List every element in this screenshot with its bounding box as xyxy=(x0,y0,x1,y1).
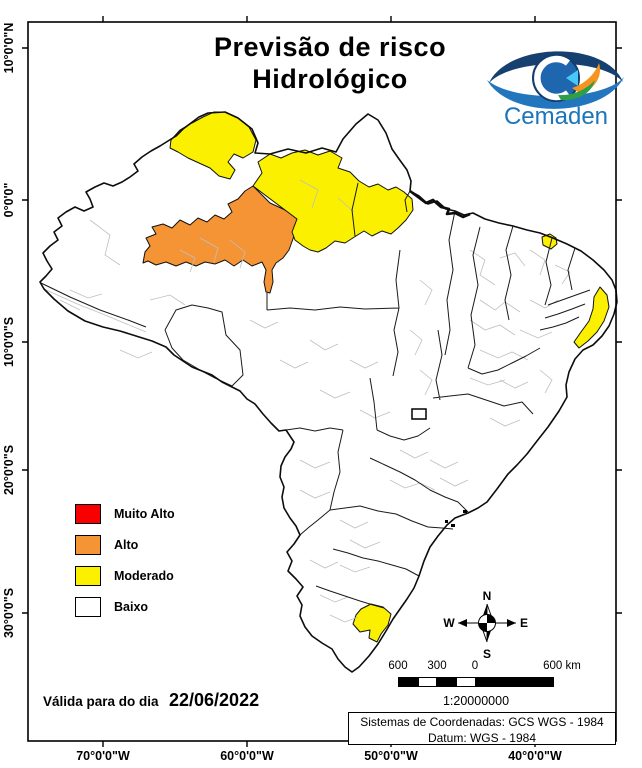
risk-region-moderado-roraima xyxy=(169,111,257,180)
legend-item-alto: Alto xyxy=(75,534,175,555)
scale-label-600km: 600 km xyxy=(543,660,581,672)
page-title: Previsão de risco Hidrológico xyxy=(150,32,510,96)
validity-date: 22/06/2022 xyxy=(169,690,260,710)
legend-label-muito-alto: Muito Alto xyxy=(114,506,175,521)
lat-label-30s: 30°0'0"S xyxy=(2,588,16,638)
map-frame xyxy=(27,21,617,742)
lon-label-40w: 40°0'0"W xyxy=(508,749,562,763)
legend-swatch-muito-alto xyxy=(75,503,101,524)
validity-prefix: Válida para do dia xyxy=(43,694,159,709)
latitude-labels: 10°0'0"N 0°0'0" 10°0'0"S 20°0'0"S 30°0'0… xyxy=(2,23,16,638)
longitude-labels: 70°0'0"W 60°0'0"W 50°0'0"W 40°0'0"W xyxy=(76,749,562,763)
compass-rose: N S W E xyxy=(443,589,528,661)
country-outline xyxy=(39,111,618,673)
amazon-mouth-coast xyxy=(409,189,471,219)
lon-label-60w: 60°0'0"W xyxy=(220,749,274,763)
logo-eye-upper xyxy=(489,51,623,83)
legend-label-baixo: Baixo xyxy=(114,599,149,614)
logo-green-swoosh xyxy=(558,80,595,101)
scale-label-300: 300 xyxy=(427,660,447,672)
compass-w-label: W xyxy=(443,616,455,630)
compass-n-label: N xyxy=(483,589,492,603)
distrito-federal-box xyxy=(411,408,427,420)
lat-label-10n: 10°0'0"N xyxy=(2,23,16,74)
logo-brand-text: Cemaden xyxy=(504,103,608,130)
legend-label-alto: Alto xyxy=(114,537,139,552)
legend-item-muito-alto: Muito Alto xyxy=(75,503,175,524)
risk-regions xyxy=(142,111,610,643)
lat-label-20s: 20°0'0"S xyxy=(2,445,16,495)
coordinate-system-line2: Datum: WGS - 1984 xyxy=(427,730,537,745)
risk-legend: Muito Alto Alto Moderado Baixo xyxy=(75,503,175,617)
legend-item-baixo: Baixo xyxy=(75,596,175,617)
scale-bar xyxy=(398,677,554,687)
page-title-line1: Previsão de risco xyxy=(213,32,447,62)
logo-eye-lower xyxy=(487,77,624,109)
scale-label-0: 0 xyxy=(471,660,479,672)
compass-s-label: S xyxy=(483,647,491,661)
scale-seg-4 xyxy=(456,678,476,686)
lat-label-10s: 10°0'0"S xyxy=(2,317,16,367)
coastal-islets xyxy=(445,510,467,527)
legend-label-moderado: Moderado xyxy=(114,568,174,583)
logo-orange-swoosh xyxy=(572,63,601,94)
coordinate-system-box: Sistemas de Coordenadas: GCS WGS - 1984 … xyxy=(348,712,616,745)
lat-label-0: 0°0'0" xyxy=(2,183,16,218)
page-title-line2: Hidrológico xyxy=(252,63,408,94)
legend-item-moderado: Moderado xyxy=(75,565,175,586)
risk-region-moderado-coastal-strip xyxy=(573,286,610,349)
scale-seg-3 xyxy=(437,678,456,686)
risk-region-moderado-para xyxy=(252,149,414,253)
scale-seg-2 xyxy=(418,678,437,686)
municipal-boundaries xyxy=(43,179,571,623)
lon-label-50w: 50°0'0"W xyxy=(364,749,418,763)
scale-label-600-left: 600 xyxy=(388,660,408,672)
legend-swatch-alto xyxy=(75,534,101,555)
lon-label-70w: 70°0'0"W xyxy=(76,749,130,763)
scale-seg-1 xyxy=(399,678,418,686)
validity-note: Válida para do dia 22/06/2022 xyxy=(43,690,259,711)
legend-swatch-baixo xyxy=(75,596,101,617)
cemaden-logo: Cemaden xyxy=(487,51,624,130)
logo-c-mark xyxy=(534,55,570,101)
compass-e-label: E xyxy=(520,616,528,630)
risk-region-alto-amazonas xyxy=(142,185,298,294)
legend-swatch-moderado xyxy=(75,565,101,586)
state-boundaries xyxy=(40,182,591,609)
scale-ratio: 1:20000000 xyxy=(442,694,510,708)
coordinate-system-line1: Sistemas de Coordenadas: GCS WGS - 1984 xyxy=(360,715,604,729)
scale-seg-5 xyxy=(476,678,553,686)
risk-region-moderado-rs xyxy=(352,603,392,643)
logo-arrow xyxy=(566,70,578,86)
